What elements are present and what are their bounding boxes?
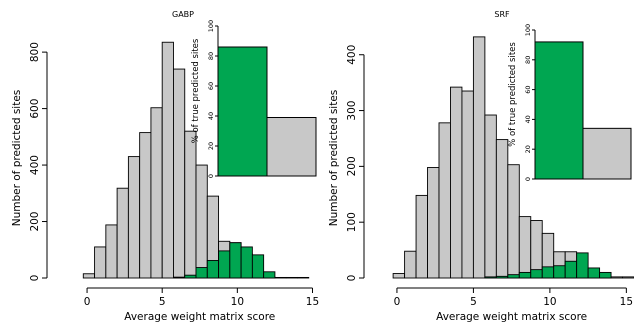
bar-all-19 [610,276,623,279]
bar-all-11 [518,216,532,279]
bar-true-0 [173,276,186,279]
bar-true-10 [599,271,612,279]
inset-y-tick-label: 60 [524,85,532,93]
bar-all-18 [285,276,298,279]
inset-y-tick-label: 80 [524,56,532,64]
inset-bar-all [266,117,317,177]
bar-all-1 [94,246,107,279]
bar-all-10 [507,164,520,279]
inset-y-tick-label: 100 [524,24,532,36]
x-tick-label: 15 [306,296,319,308]
bar-all-2 [415,194,428,279]
bar-all-5 [450,86,463,279]
inset-chart: 0 20 40 60 80 100 % of true predicted sites [508,24,632,181]
y-tick-label: 300 [346,101,358,121]
bar-all-17 [274,276,287,279]
bar-true-3 [518,271,532,279]
bar-true-3 [206,260,220,279]
bar-true-6 [553,265,566,279]
x-tick-label: 10 [543,296,556,308]
bar-true-7 [564,260,578,279]
y-tick-label: 200 [346,156,358,176]
x-tick-label: 5 [470,296,477,308]
bar-all-0 [82,273,96,279]
y-axis-label: Number of predicted sites [11,90,23,227]
bar-true-2 [507,274,520,279]
bar-all-6 [150,107,163,279]
bar-all-9 [495,139,509,279]
y-tick-label: 100 [346,212,358,232]
bar-all-4 [438,122,451,279]
inset-y-tick-label: 80 [207,52,215,60]
inset-y-axis-label: % of true predicted sites [191,38,201,143]
inset-y-tick-label: 40 [524,115,532,123]
inset-y-tick-label: 40 [207,112,215,120]
inset-y-tick-label: 60 [207,82,215,90]
chart-title: SRF [494,10,510,19]
bar-all-2 [105,224,118,279]
bar-true-8 [263,271,276,279]
y-tick-label: 400 [346,45,358,65]
bar-true-7 [251,254,265,279]
bar-all-8 [173,68,186,279]
inset-bar-all [582,127,632,180]
bar-true-6 [240,246,253,279]
inset-y-tick-label: 20 [524,145,532,153]
bar-all-9 [184,130,197,279]
y-tick-label: 800 [29,42,41,62]
x-tick-label: 10 [231,296,244,308]
bar-true-1 [184,274,197,279]
bar-all-10 [195,164,208,279]
inset-y-tick-label: 20 [207,142,215,150]
bar-true-8 [576,252,589,279]
bar-all-8 [484,114,497,279]
bar-all-4 [127,156,141,279]
bar-true-5 [541,266,555,279]
bar-true-2 [195,267,208,279]
bar-all-7 [161,41,174,279]
x-tick-label: 0 [394,296,401,308]
y-tick-label: 0 [29,275,41,282]
bar-all-3 [427,167,440,279]
inset-bar-true [534,41,584,180]
bar-true-0 [484,276,497,279]
x-tick-label: 0 [84,296,91,308]
y-tick-label: 0 [346,275,358,282]
inset-bar-true [217,46,268,177]
bar-all-0 [392,273,406,279]
bar-all-3 [116,187,129,279]
inset-chart: 0 20 40 60 80 100 % of true predicted sites [191,20,317,178]
bar-true-9 [587,267,601,279]
panel-srf: SRF 0 5 10 15 Average weight matrix score 0 100… [328,10,634,322]
inset-y-axis-label: % of true predicted sites [508,42,518,147]
x-axis-label: Average weight matrix score [436,311,587,322]
x-tick-label: 5 [159,296,166,308]
x-axis-label: Average weight matrix score [124,311,275,322]
inset-y-tick-label: 100 [207,20,215,32]
bar-true-1 [495,275,509,279]
y-tick-label: 200 [29,212,41,232]
bar-all-19 [297,276,310,279]
y-axis-label: Number of predicted sites [328,90,340,227]
bar-true-5 [229,242,242,279]
inset-y-tick-label: 0 [207,174,215,178]
y-tick-label: 400 [29,155,41,175]
bar-all-20 [622,276,634,279]
y-tick-label: 600 [29,99,41,119]
bar-all-7 [472,36,486,279]
bar-all-6 [461,90,474,279]
bar-true-4 [218,250,231,279]
chart-title: GABP [172,10,194,19]
bar-true-4 [530,269,543,279]
bar-all-1 [404,250,417,279]
bar-all-5 [139,132,152,279]
inset-y-tick-label: 0 [524,177,532,181]
x-tick-label: 15 [620,296,633,308]
panel-gabp: GABP 0 5 10 15 Average weight matrix score 0 20… [11,10,319,322]
